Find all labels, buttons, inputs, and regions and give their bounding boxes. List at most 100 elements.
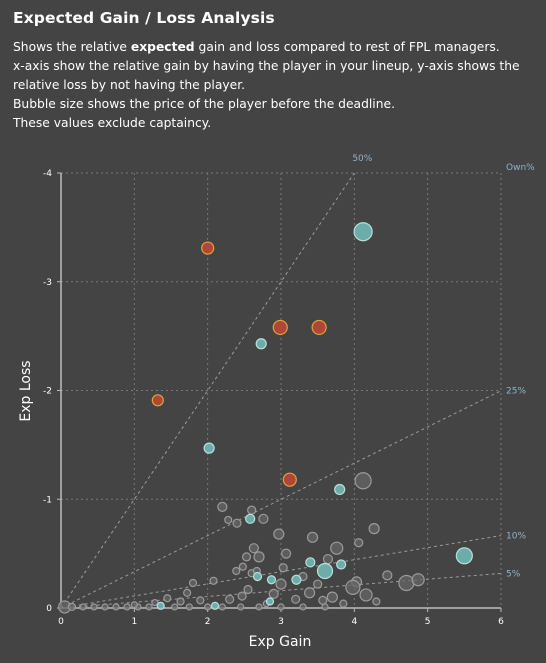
y-tick-label: 0	[46, 604, 52, 614]
data-point-red	[272, 319, 288, 336]
data-point-grey	[291, 594, 301, 604]
data-point-grey	[163, 594, 172, 603]
data-point-grey	[339, 599, 348, 608]
data-point-teal	[210, 601, 220, 610]
data-point-grey	[398, 574, 415, 592]
data-point-grey	[278, 563, 288, 573]
data-point-grey	[232, 518, 242, 528]
own-guide-label: 5%	[506, 569, 521, 579]
data-point-grey	[145, 603, 153, 611]
data-point-grey	[171, 603, 179, 611]
data-point-teal	[252, 571, 263, 582]
data-point-grey	[243, 584, 253, 595]
description-line-1: Shows the relative expected gain and los…	[13, 38, 533, 57]
data-point-teal	[353, 222, 373, 242]
own-guide-label: 10%	[506, 532, 526, 542]
data-point-grey	[354, 538, 364, 548]
data-point-grey	[345, 579, 361, 595]
chart-description: Shows the relative expected gain and los…	[13, 38, 533, 133]
data-point-red	[201, 241, 215, 255]
data-point-grey	[304, 587, 316, 599]
data-point-grey	[79, 603, 87, 611]
data-point-red	[311, 319, 327, 336]
x-tick-label: 4	[351, 617, 357, 627]
data-point-grey	[411, 573, 425, 587]
data-point-grey	[67, 602, 77, 612]
data-point-grey	[255, 603, 263, 611]
data-point-teal	[266, 575, 277, 585]
x-tick-label: 5	[425, 617, 431, 627]
data-point-grey	[112, 603, 120, 611]
data-point-grey	[248, 543, 259, 554]
data-point-grey	[204, 603, 212, 611]
data-point-grey	[123, 603, 131, 611]
data-point-grey	[196, 596, 205, 605]
own-guide-label: 25%	[506, 387, 526, 397]
own-guide-label: 50%	[352, 154, 372, 164]
data-point-grey	[237, 591, 247, 601]
data-point-red	[151, 394, 164, 407]
data-point-teal	[334, 483, 346, 496]
data-point-grey	[101, 603, 109, 611]
description-line-1-bold: expected	[130, 40, 195, 54]
data-point-grey	[90, 603, 98, 611]
data-point-grey	[382, 570, 393, 581]
description-line-3: Bubble size shows the price of the playe…	[13, 97, 395, 111]
description-line-4: These values exclude captaincy.	[13, 116, 212, 130]
data-point-grey	[258, 513, 269, 524]
data-point-grey	[372, 597, 381, 606]
data-point-grey	[318, 595, 328, 605]
scatter-chart-svg: 50% 25% 10% 5% 0 1 2 3 4 5 6 0 -1 -2 -3 -4 Exp Gain Ex…	[18, 154, 535, 650]
description-line-1-post: gain and loss compared to rest of FPL ma…	[194, 40, 500, 54]
y-tick-label: -3	[43, 278, 52, 288]
data-point-grey	[313, 579, 323, 589]
data-point-grey	[322, 553, 334, 565]
data-point-grey	[306, 531, 319, 543]
data-point-grey	[218, 603, 226, 611]
data-point-grey	[237, 603, 245, 611]
data-point-grey	[225, 594, 235, 604]
own-percent-axis-label: Own%	[506, 163, 535, 173]
data-point-grey	[321, 603, 329, 611]
data-point-grey	[151, 598, 159, 607]
chart-header: Expected Gain / Loss Analysis Shows the …	[0, 0, 546, 133]
y-tick-label: -4	[43, 169, 52, 179]
x-tick-label: 3	[278, 617, 284, 627]
y-tick-label: -1	[43, 495, 52, 505]
description-line-2: x-axis show the relative gain by having …	[13, 59, 520, 92]
data-point-teal	[336, 559, 347, 570]
data-point-grey	[330, 541, 344, 555]
data-point-grey	[268, 588, 279, 599]
data-point-teal	[316, 562, 334, 580]
axes: 0 1 2 3 4 5 6 0 -1 -2 -3 -4	[43, 169, 504, 627]
scatter-chart: 50% 25% 10% 5% 0 1 2 3 4 5 6 0 -1 -2 -3 -4 Exp Gain Ex…	[0, 140, 546, 659]
data-points	[58, 222, 473, 614]
data-point-grey	[176, 597, 185, 606]
data-point-grey	[359, 588, 373, 602]
data-point-grey	[209, 576, 218, 585]
y-tick-label: -2	[43, 387, 52, 397]
data-point-grey	[232, 566, 241, 576]
data-point-teal	[265, 597, 275, 606]
data-point-grey	[247, 505, 257, 515]
description-line-1-pre: Shows the relative	[13, 40, 131, 54]
data-point-teal	[305, 557, 316, 568]
data-point-grey	[354, 472, 372, 490]
data-point-grey	[326, 591, 338, 603]
data-point-grey	[241, 552, 252, 562]
data-point-teal	[203, 442, 215, 454]
data-point-teal	[291, 574, 302, 585]
data-point-grey	[277, 603, 285, 611]
grid	[61, 172, 502, 608]
data-point-teal	[156, 601, 165, 610]
own-guide-line	[60, 390, 502, 609]
x-axis-label: Exp Gain	[249, 634, 312, 650]
data-point-teal	[455, 547, 473, 565]
data-point-grey	[224, 515, 233, 525]
ownership-guides: 50% 25% 10% 5%	[60, 154, 526, 609]
page-title: Expected Gain / Loss Analysis	[13, 9, 275, 27]
data-point-grey	[185, 603, 193, 611]
data-point-grey	[188, 578, 198, 588]
data-point-grey	[183, 588, 192, 597]
data-point-red	[282, 472, 297, 487]
